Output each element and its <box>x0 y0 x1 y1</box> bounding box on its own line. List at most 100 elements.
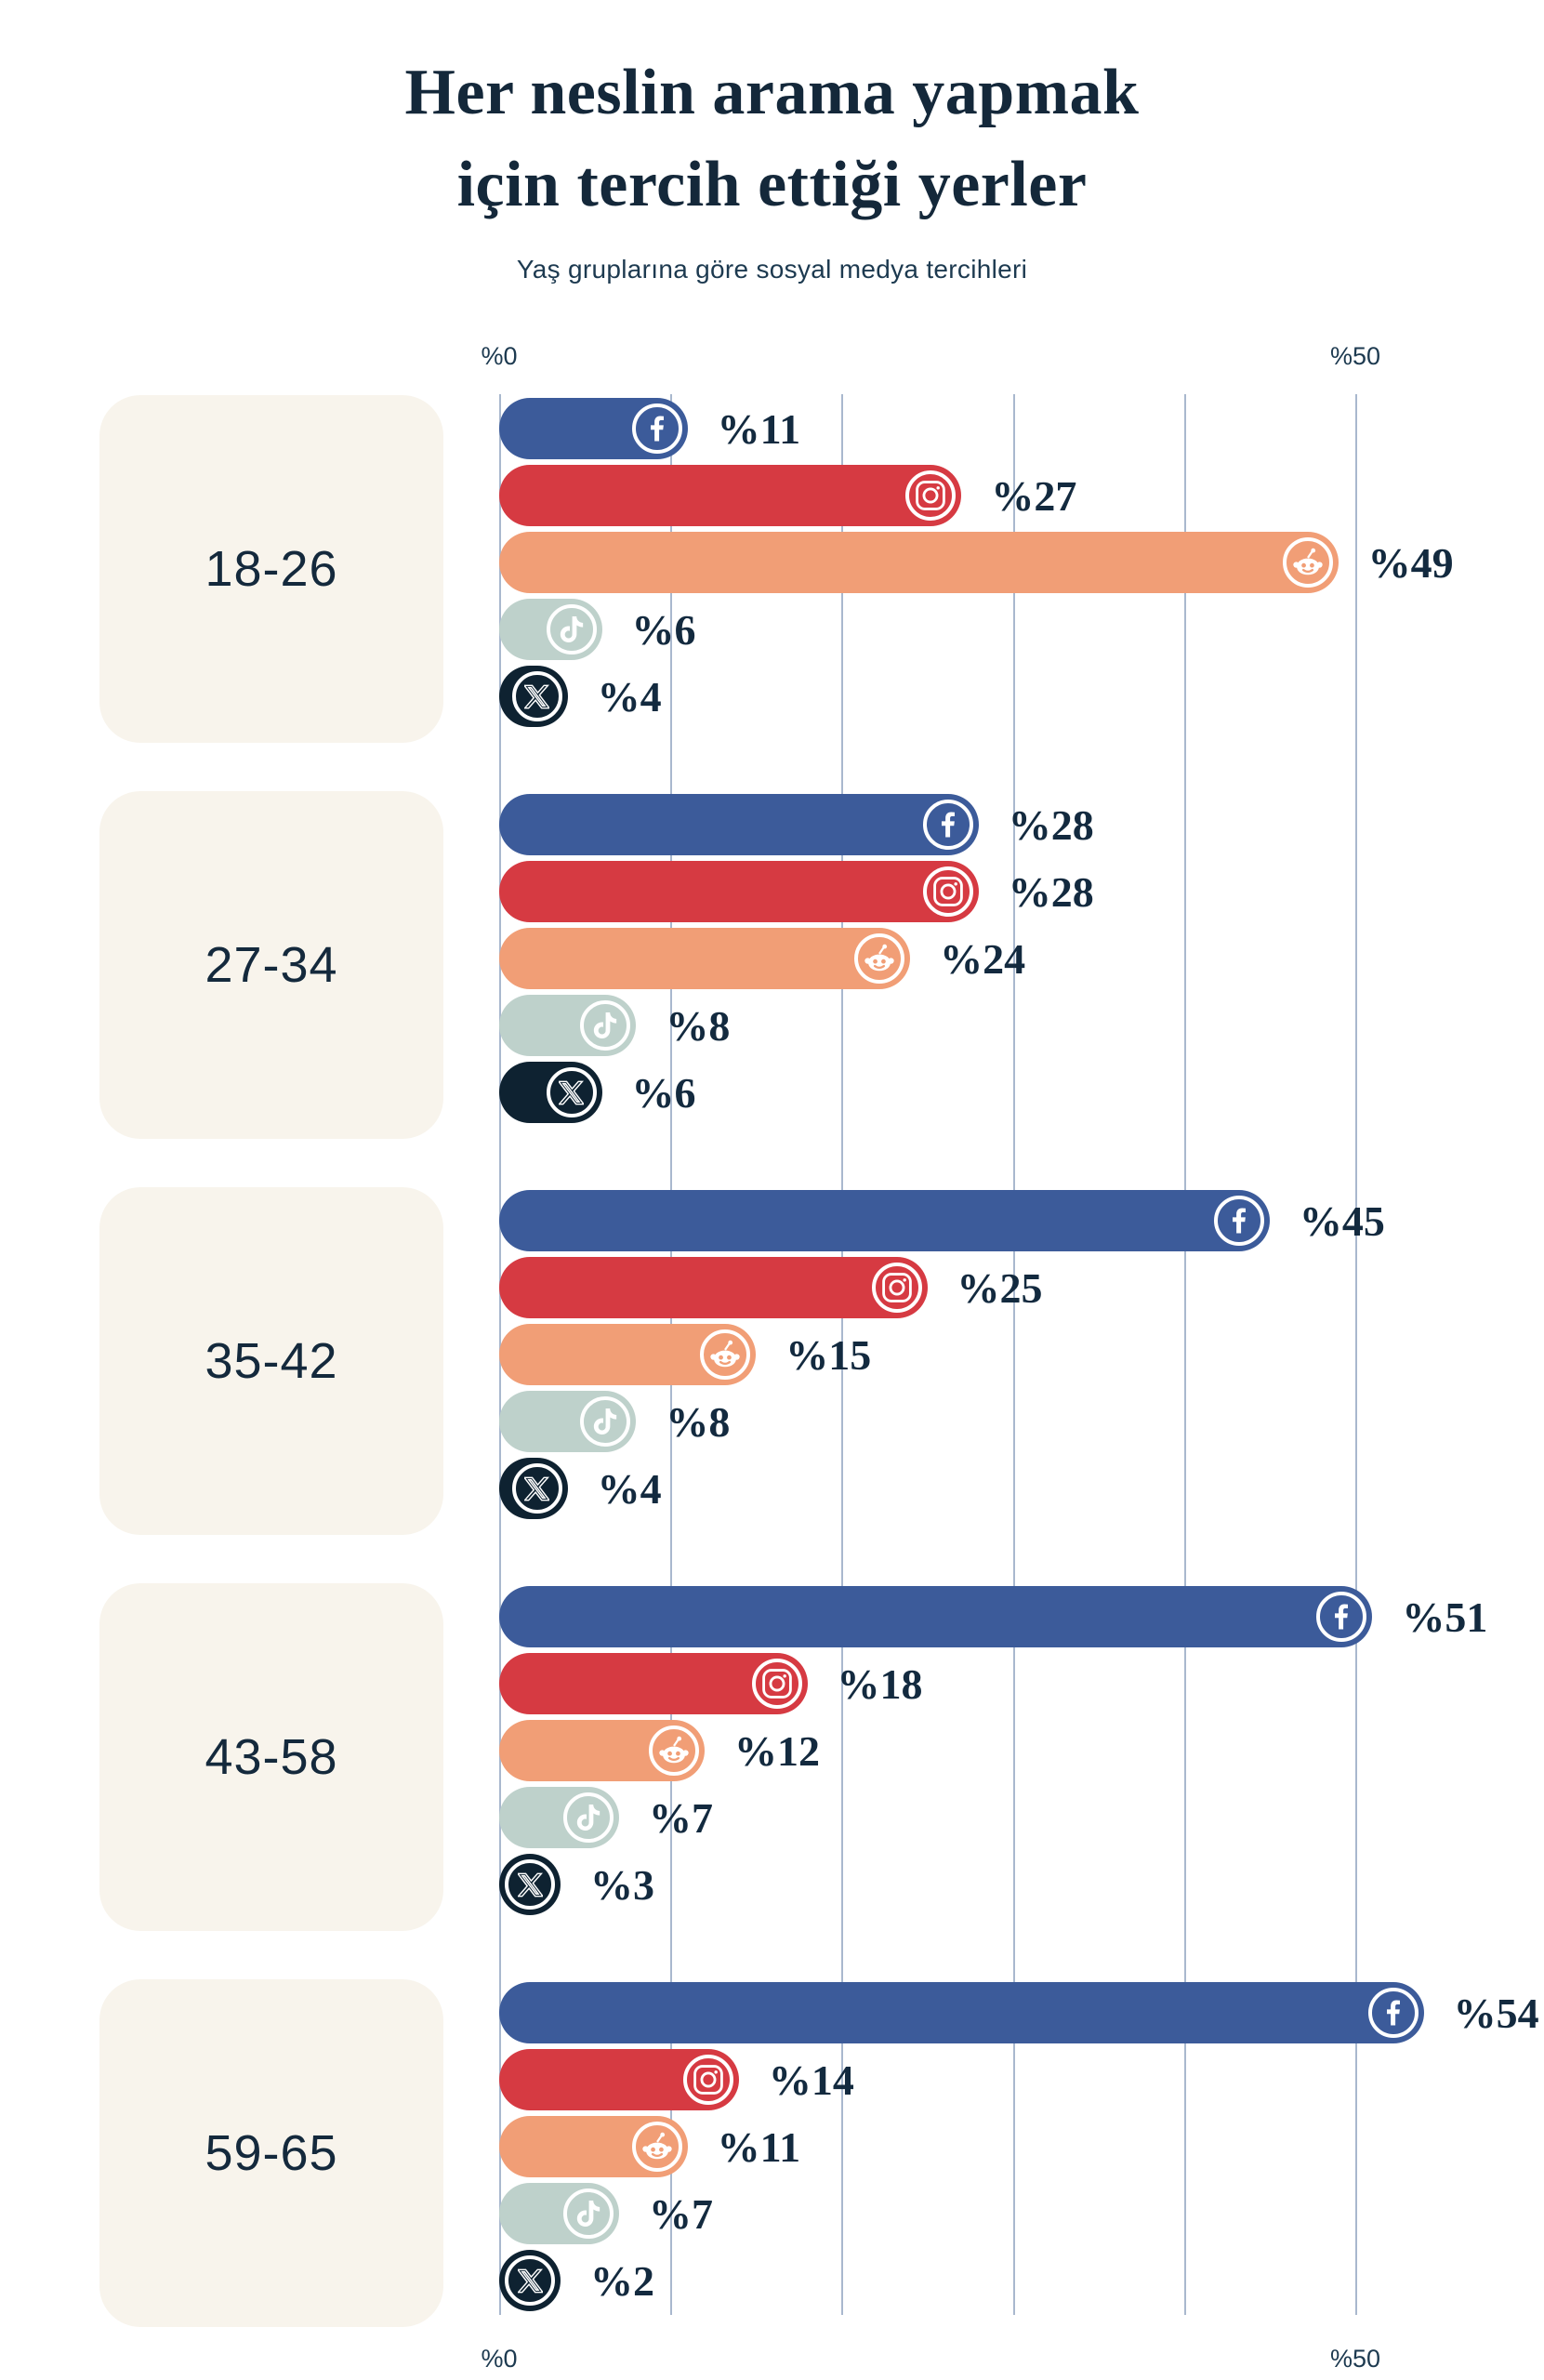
facebook-icon <box>631 403 682 454</box>
bar-value-label: %24 <box>940 934 1026 983</box>
reddit-icon <box>631 2122 682 2172</box>
age-group-card: 43-58 <box>99 1583 443 1931</box>
instagram-glyph <box>932 877 963 906</box>
bar-value-label: %14 <box>768 2056 854 2104</box>
tiktok-icon <box>580 1000 631 1051</box>
reddit-glyph <box>864 944 894 972</box>
instagram-icon <box>751 1659 802 1709</box>
bar-x <box>499 666 568 727</box>
bar-row-facebook: %54 <box>499 1982 1539 2043</box>
bar-row-facebook: %45 <box>499 1190 1385 1251</box>
bar-value-label: %49 <box>1367 538 1454 587</box>
bar-reddit <box>499 1324 757 1385</box>
instagram-icon <box>871 1263 922 1313</box>
x-glyph <box>517 1872 543 1897</box>
x-glyph <box>517 2268 543 2293</box>
instagram-icon <box>905 470 957 521</box>
page-title-line2: için tercih ettiği yerler <box>456 149 1088 221</box>
bar-value-label: %28 <box>1008 800 1094 849</box>
reddit-glyph <box>1292 548 1323 575</box>
reddit-icon <box>1282 537 1333 588</box>
bar-row-reddit: %11 <box>499 2116 800 2177</box>
reddit-glyph <box>641 2132 672 2160</box>
bar-row-x: %2 <box>499 2250 654 2311</box>
instagram-glyph <box>916 481 946 510</box>
age-group-row: 43-58 %51 %18 %12 %7 %3 <box>0 1583 1544 1931</box>
age-group-row: 18-26 %11 %27 %49 %6 %4 <box>0 395 1544 743</box>
bar-value-label: %15 <box>785 1330 872 1379</box>
bar-row-x: %4 <box>499 1458 662 1519</box>
age-group-label: 43-58 <box>205 1729 338 1785</box>
bar-tiktok <box>499 2183 619 2244</box>
axis-label-bottom-min: %0 <box>481 2345 518 2373</box>
bar-x <box>499 1854 561 1915</box>
x-icon <box>511 1463 562 1514</box>
reddit-icon <box>649 1726 700 1776</box>
gridline <box>1355 394 1357 2315</box>
age-group-row: 27-34 %28 %28 %24 %8 %6 <box>0 791 1544 1139</box>
bar-row-reddit: %12 <box>499 1720 820 1781</box>
age-group-label: 35-42 <box>205 1333 338 1389</box>
bar-row-instagram: %27 <box>499 465 1076 526</box>
bar-reddit <box>499 1720 706 1781</box>
bar-value-label: %51 <box>1402 1593 1488 1641</box>
bar-facebook <box>499 398 688 459</box>
bar-value-label: %18 <box>837 1659 923 1708</box>
tiktok-icon <box>580 1396 631 1447</box>
age-group-card: 59-65 <box>99 1979 443 2327</box>
page-title-line1: Her neslin arama yapmak <box>404 57 1140 128</box>
reddit-glyph <box>659 1736 689 1764</box>
gridline <box>1183 394 1186 2315</box>
facebook-glyph <box>941 812 955 838</box>
tiktok-glyph <box>594 1012 617 1038</box>
bar-value-label: %27 <box>991 471 1077 520</box>
bar-row-facebook: %51 <box>499 1586 1487 1647</box>
bar-facebook <box>499 1190 1270 1251</box>
bar-row-facebook: %11 <box>499 398 800 459</box>
bar-value-label: %8 <box>666 1001 731 1050</box>
bar-instagram <box>499 2049 739 2110</box>
instagram-glyph <box>693 2065 723 2095</box>
bar-x <box>499 1062 602 1123</box>
facebook-glyph <box>1232 1208 1246 1234</box>
axis-label-top-max: %50 <box>1329 342 1381 370</box>
axis-label-top-min: %0 <box>481 342 518 370</box>
instagram-glyph <box>761 1669 792 1699</box>
bar-facebook <box>499 1982 1424 2043</box>
age-group-row: 59-65 %54 %14 %11 %7 %2 <box>0 1979 1544 2327</box>
tiktok-glyph <box>576 1805 600 1831</box>
instagram-icon <box>922 866 973 917</box>
bar-x <box>499 1458 568 1519</box>
age-group-card: 27-34 <box>99 791 443 1139</box>
age-group-card: 18-26 <box>99 395 443 743</box>
bar-row-x: %6 <box>499 1062 696 1123</box>
bar-instagram <box>499 861 979 922</box>
bar-value-label: %45 <box>1299 1197 1385 1245</box>
x-icon <box>511 671 562 721</box>
x-glyph <box>524 684 550 708</box>
tiktok-glyph <box>594 1408 617 1435</box>
axis-label-bottom-max: %50 <box>1329 2345 1381 2373</box>
bar-row-tiktok: %8 <box>499 1391 730 1452</box>
x-glyph <box>524 1476 550 1501</box>
bar-value-label: %25 <box>957 1263 1043 1312</box>
bar-value-label: %4 <box>597 1464 662 1513</box>
bar-row-reddit: %24 <box>499 928 1025 989</box>
bar-row-instagram: %28 <box>499 861 1094 922</box>
reddit-icon <box>700 1329 751 1380</box>
x-icon <box>505 2255 555 2306</box>
age-group-row: 35-42 %45 %25 %15 %8 %4 <box>0 1187 1544 1535</box>
tiktok-icon <box>562 2188 614 2239</box>
bar-value-label: %2 <box>590 2256 654 2305</box>
x-glyph <box>559 1080 585 1104</box>
facebook-glyph <box>650 416 664 442</box>
bar-value-label: %54 <box>1453 1989 1539 2037</box>
bar-row-reddit: %49 <box>499 532 1454 593</box>
bar-row-facebook: %28 <box>499 794 1094 855</box>
bar-reddit <box>499 2116 688 2177</box>
bar-value-label: %4 <box>597 672 662 721</box>
gridline <box>841 394 844 2315</box>
tiktok-glyph <box>576 2201 600 2227</box>
gridline <box>1012 394 1015 2315</box>
